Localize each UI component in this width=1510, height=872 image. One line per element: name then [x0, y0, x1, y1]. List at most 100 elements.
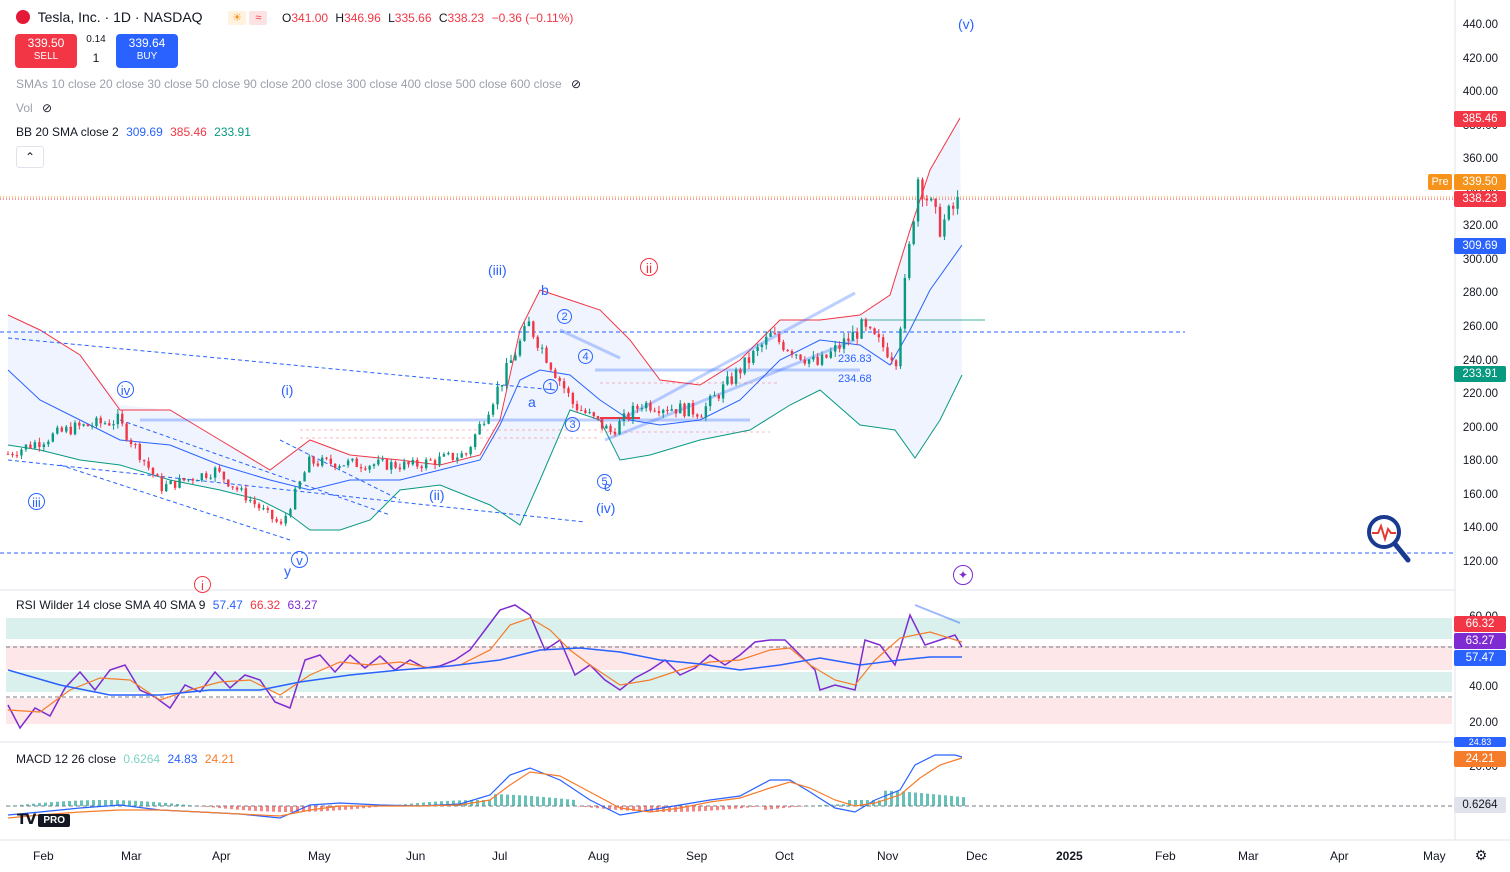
quantity-value[interactable]: 1: [92, 51, 100, 65]
candle-body: [303, 472, 306, 482]
macd-bar: [302, 806, 305, 812]
macd-bar: [458, 800, 461, 806]
candle-body: [739, 369, 742, 374]
wave-label-four[interactable]: 4: [578, 349, 593, 364]
macd-bar: [272, 806, 275, 812]
wave-label-iii-mid[interactable]: (iii): [488, 262, 507, 278]
macd-bar: [794, 806, 797, 807]
candle-body: [209, 477, 212, 479]
wave-label-iv-circ[interactable]: iv: [117, 381, 134, 398]
rsi-divergence-line[interactable]: [914, 604, 961, 624]
candle-body: [756, 347, 759, 351]
wave-label-i-red[interactable]: i: [194, 576, 211, 593]
last-price-label: 338.23: [1454, 191, 1506, 207]
candle-body: [38, 442, 41, 447]
wave-label-v-top[interactable]: (v): [958, 16, 975, 32]
wave-label-two[interactable]: 2: [557, 309, 572, 324]
symbol-title[interactable]: Tesla, Inc. · 1D · NASDAQ: [37, 9, 203, 25]
wave-label-one[interactable]: 1: [543, 379, 558, 394]
wave-label-y[interactable]: y: [284, 563, 291, 579]
time-tick: Jun: [406, 849, 426, 863]
macd-bar: [770, 806, 773, 810]
symbol-header[interactable]: Tesla, Inc. · 1D · NASDAQ: [16, 9, 203, 25]
candle-body: [627, 413, 630, 420]
wave-label-five[interactable]: 5: [597, 474, 612, 489]
price-tick: 440.00: [1462, 19, 1498, 31]
eye-slash-icon[interactable]: ⊘: [42, 101, 53, 115]
wave-label-ii-red[interactable]: ii: [640, 258, 658, 276]
macd-bar: [122, 800, 125, 806]
macd-bar: [776, 806, 779, 809]
macd-bar: [908, 792, 911, 806]
macd-bar: [476, 800, 479, 806]
candle-body: [847, 338, 850, 341]
wave-label-b[interactable]: b: [541, 282, 549, 298]
candle-body: [717, 395, 720, 399]
buy-button[interactable]: 339.64 BUY: [116, 34, 178, 68]
collapse-chevron-icon[interactable]: ⌃: [16, 146, 44, 168]
candle-body: [308, 456, 311, 473]
wave-label-i-paren[interactable]: (i): [281, 382, 294, 398]
candlestick-series[interactable]: [6, 176, 959, 527]
price-tick: 300.00: [1462, 253, 1498, 266]
channel-lines[interactable]: [140, 291, 860, 442]
macd-bar: [326, 806, 329, 811]
candle-body: [679, 403, 682, 414]
candle-body: [851, 331, 854, 341]
candle-body: [86, 424, 90, 427]
candle-body: [558, 377, 561, 382]
vol-legend[interactable]: Vol ⊘: [16, 101, 53, 115]
wave-label-iv-paren[interactable]: (iv): [596, 500, 616, 516]
macd-bar: [884, 790, 887, 806]
magnifier-pulse-icon[interactable]: [1364, 514, 1414, 566]
macd-bar: [32, 803, 35, 806]
candle-body: [571, 393, 575, 404]
tradingview-logo[interactable]: TV PRO: [17, 812, 71, 828]
rsi-legend[interactable]: RSI Wilder 14 close SMA 40 SMA 9 57.47 6…: [16, 598, 318, 612]
wave-label-lvl-23468[interactable]: 234.68: [838, 373, 872, 385]
candle-body: [129, 439, 133, 445]
wave-label-v-circ[interactable]: v: [291, 551, 308, 568]
candle-body: [60, 427, 63, 432]
candle-body: [838, 345, 841, 349]
candle-body: [691, 402, 695, 415]
macd-bar: [632, 806, 635, 811]
macd-legend[interactable]: MACD 12 26 close 0.6264 24.83 24.21: [16, 752, 235, 766]
eye-slash-icon[interactable]: ⊘: [571, 77, 582, 91]
candle-body: [829, 351, 833, 358]
candle-body: [487, 414, 490, 424]
candle-body: [674, 409, 678, 414]
sell-button[interactable]: 339.50 SELL: [15, 34, 77, 68]
candle-body: [293, 488, 297, 510]
macd-bar: [236, 806, 239, 810]
macd-bar: [308, 806, 311, 812]
macd-bar: [278, 806, 281, 812]
candle-body: [769, 333, 772, 337]
candle-body: [653, 410, 656, 412]
bb-legend[interactable]: BB 20 SMA close 2 309.69 385.46 233.91: [16, 125, 251, 139]
candle-body: [372, 464, 376, 466]
gear-icon[interactable]: ⚙: [1474, 847, 1488, 863]
macd-bar: [746, 806, 749, 808]
candle-body: [721, 384, 725, 399]
red-zone-lines: [300, 382, 780, 439]
trendlines[interactable]: [7, 337, 586, 541]
candle-body: [730, 376, 733, 384]
candle-body: [447, 452, 450, 455]
wave-label-c[interactable]: c: [604, 479, 611, 494]
macd-bar: [146, 801, 149, 806]
candle-body: [554, 369, 557, 378]
wave-label-a[interactable]: a: [528, 394, 536, 410]
wave-label-three[interactable]: 3: [565, 417, 580, 432]
macd-bar: [68, 800, 71, 806]
candle-body: [825, 354, 828, 358]
wave-label-lvl-23683[interactable]: 236.83: [838, 353, 872, 365]
smas-legend[interactable]: SMAs 10 close 20 close 30 close 50 close…: [16, 77, 582, 91]
candle-body: [687, 402, 690, 417]
wave-label-ii-paren[interactable]: (ii): [429, 487, 445, 503]
wave-label-iii-circ[interactable]: iii: [28, 493, 45, 510]
candle-body: [567, 388, 570, 394]
sparkle-target-icon[interactable]: ✦: [953, 565, 973, 585]
